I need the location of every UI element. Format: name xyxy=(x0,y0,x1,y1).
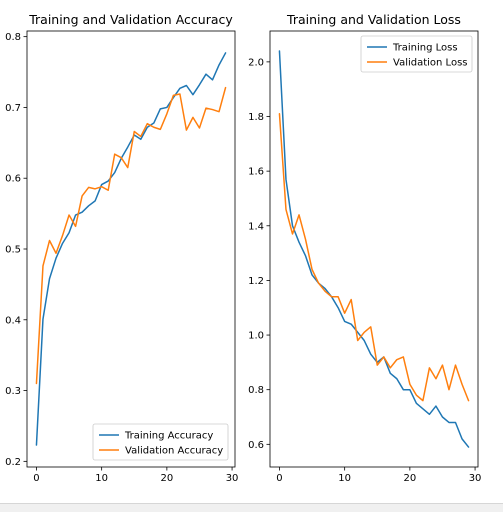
y-tick-label: 0.2 xyxy=(5,457,21,468)
y-tick-label: 0.8 xyxy=(5,32,21,43)
legend-box xyxy=(92,423,229,461)
series-line-training-loss xyxy=(278,50,470,448)
y-tick-label: 2.0 xyxy=(248,57,264,68)
series-line-training-accuracy xyxy=(35,52,227,446)
x-tick-label: 10 xyxy=(338,473,351,484)
legend-label: Validation Loss xyxy=(393,58,468,69)
x-tick-label: 20 xyxy=(403,473,416,484)
y-tick-label: 0.4 xyxy=(5,315,21,326)
legend-label: Training Accuracy xyxy=(124,431,213,442)
y-tick-label: 0.7 xyxy=(5,103,21,114)
y-tick-label: 1.8 xyxy=(248,112,264,123)
y-tick-label: 0.8 xyxy=(248,385,264,396)
legend-label: Validation Accuracy xyxy=(125,446,223,457)
x-tick-label: 30 xyxy=(226,473,239,484)
axes-frame xyxy=(269,30,479,468)
legend-label: Training Loss xyxy=(392,43,458,54)
y-tick-label: 0.6 xyxy=(5,174,21,185)
x-tick-label: 0 xyxy=(33,473,39,484)
series-line-validation-accuracy xyxy=(35,86,227,385)
chart-title: Training and Validation Loss xyxy=(286,12,461,27)
y-tick-label: 1.2 xyxy=(248,276,264,287)
x-tick-label: 20 xyxy=(160,473,173,484)
chart-title: Training and Validation Accuracy xyxy=(28,12,233,27)
y-tick-label: 0.6 xyxy=(248,440,264,451)
y-tick-label: 1.6 xyxy=(248,167,264,178)
x-tick-label: 10 xyxy=(95,473,108,484)
series-line-validation-loss xyxy=(278,113,470,402)
accuracy-chart: Training and Validation Accuracy 0 10 20 30 0… xyxy=(5,12,238,484)
y-tick-label: 0.3 xyxy=(5,386,21,397)
x-tick-label: 0 xyxy=(276,473,282,484)
legend: Training Loss Validation Loss xyxy=(360,35,473,73)
legend-box xyxy=(360,35,473,73)
bottom-divider xyxy=(0,503,503,512)
legend: Training Accuracy Validation Accuracy xyxy=(92,423,229,461)
y-tick-label: 1.4 xyxy=(248,221,264,232)
x-tick-label: 30 xyxy=(469,473,482,484)
loss-chart: Training and Validation Loss 0 10 20 30 0.6 0.… xyxy=(248,12,481,484)
y-tick-label: 1.0 xyxy=(248,331,264,342)
y-tick-label: 0.5 xyxy=(5,245,21,256)
